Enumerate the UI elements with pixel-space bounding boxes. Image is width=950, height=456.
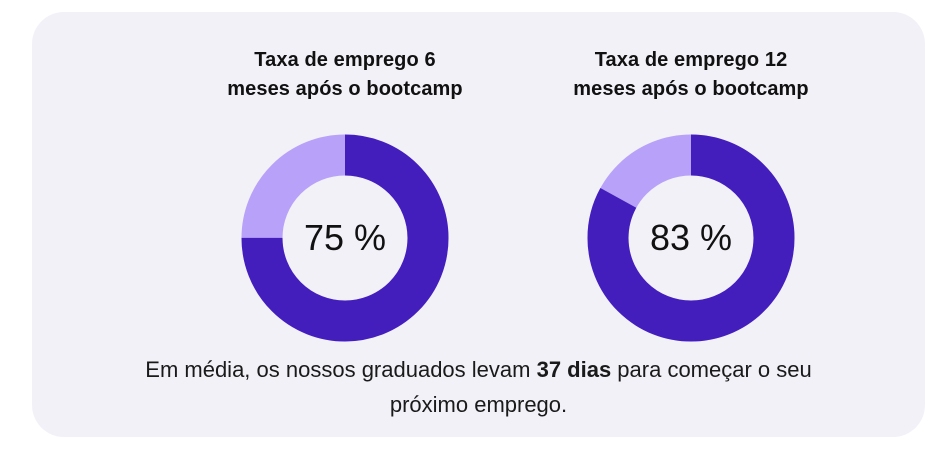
summary-text: Em média, os nossos graduados levam 37 d… <box>32 352 925 422</box>
donut-center-label: 83 % <box>649 217 733 258</box>
donut-center-label: 75 % <box>303 217 387 258</box>
donut-chart-6-months: Taxa de emprego 6 meses após o bootcamp … <box>195 12 495 342</box>
chart-title-line1: Taxa de emprego 6 <box>254 49 436 71</box>
chart-title-line1: Taxa de emprego 12 <box>594 49 788 71</box>
employment-stats-card: Taxa de emprego 6 meses após o bootcamp … <box>32 12 925 437</box>
donut-graphic <box>587 134 795 342</box>
summary-text-part: Em média, os nossos graduados levam <box>145 357 537 382</box>
chart-title: Taxa de emprego 12 meses após o bootcamp <box>541 46 841 104</box>
donut: 83 % <box>587 134 795 342</box>
donut-primary-segment <box>587 134 795 342</box>
chart-title-line2: meses após o bootcamp <box>573 78 809 100</box>
donut-primary-segment <box>241 134 449 342</box>
chart-title-line2: meses após o bootcamp <box>227 78 463 100</box>
summary-text-part: para começar o seu <box>611 357 812 382</box>
donut-graphic <box>241 134 449 342</box>
summary-highlight: 37 dias <box>536 357 612 382</box>
donut-chart-12-months: Taxa de emprego 12 meses após o bootcamp… <box>541 12 841 342</box>
summary-line1: Em média, os nossos graduados levam 37 d… <box>32 352 925 387</box>
donut: 75 % <box>241 134 449 342</box>
chart-title: Taxa de emprego 6 meses após o bootcamp <box>195 46 495 104</box>
summary-line2: próximo emprego. <box>389 392 568 417</box>
